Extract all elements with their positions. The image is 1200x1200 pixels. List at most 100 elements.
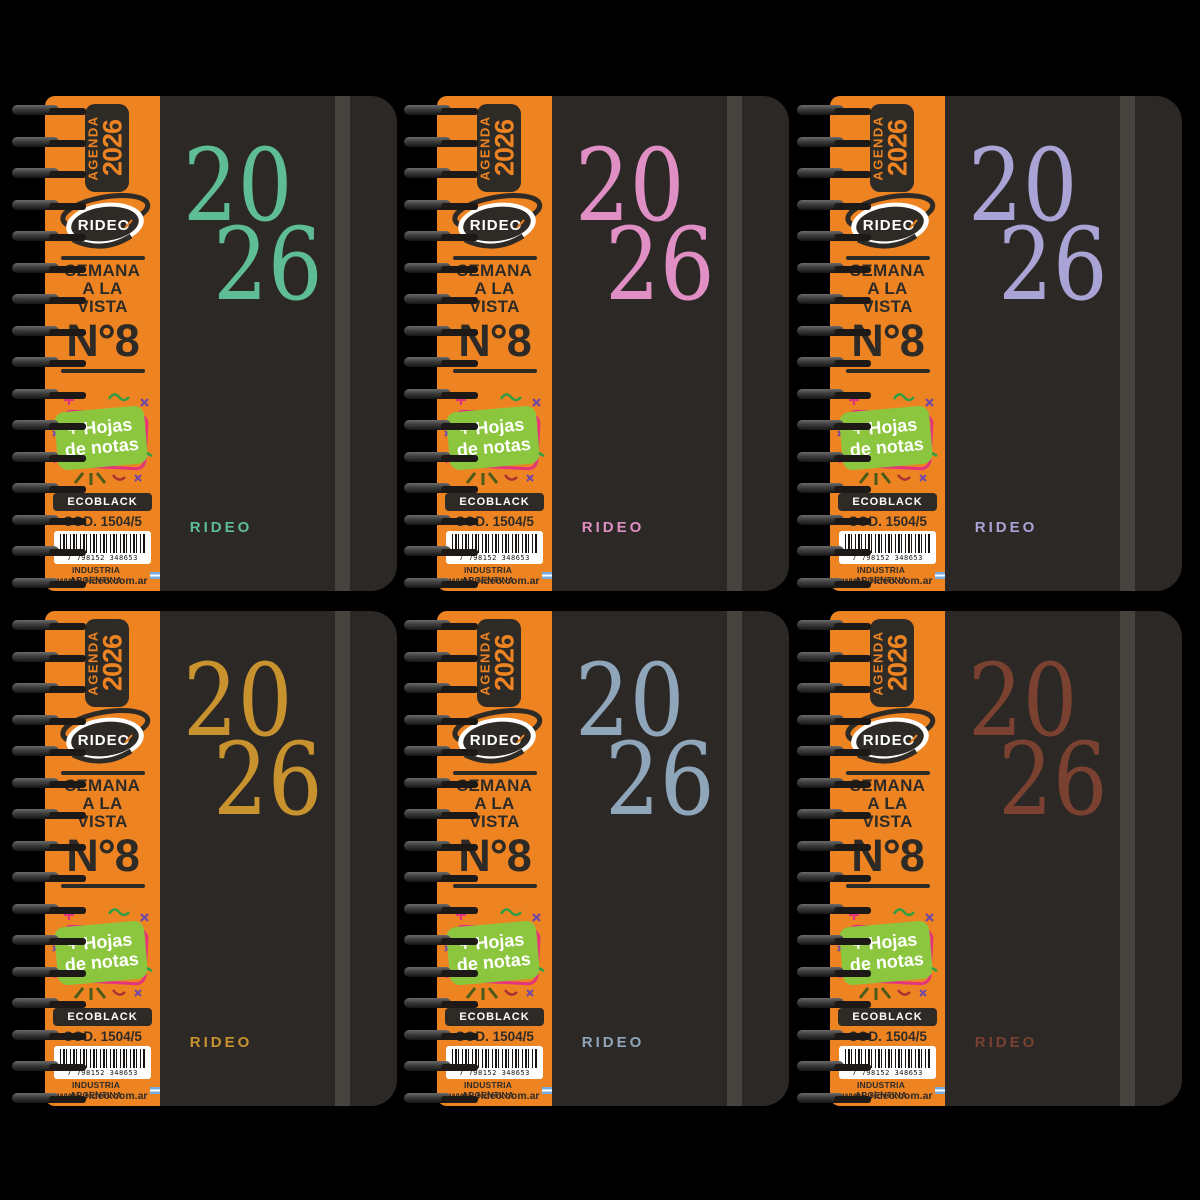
spiral-wire-outer — [404, 809, 451, 819]
divider-line — [453, 256, 537, 260]
spiral-wire-outer — [797, 840, 844, 851]
rideo-wordmark: RIDEO — [974, 519, 1038, 536]
spiral-loop — [10, 809, 88, 821]
elastic-band — [727, 611, 742, 1106]
notebook-rust-brown: 20 26 RIDEO AGENDA 2026 RIDEO — [795, 610, 1185, 1107]
spiral-wire-outer — [12, 168, 59, 178]
divider-line — [61, 884, 145, 888]
spiral-wire-hole — [49, 875, 86, 882]
spiral-wire-outer — [12, 903, 59, 914]
spiral-wire-hole — [834, 875, 871, 882]
spiral-binding — [402, 95, 482, 592]
argentina-flag-icon — [542, 571, 552, 579]
barcode-digits: 7 798152 348653 — [852, 554, 923, 562]
spiral-wire-hole — [834, 749, 871, 756]
spiral-loop — [795, 840, 873, 853]
spiral-loop — [10, 840, 88, 853]
divider-line — [61, 369, 145, 373]
spiral-wire-hole — [834, 686, 871, 693]
ecoblack-badge: ECOBLACK — [838, 1008, 937, 1026]
spiral-wire-hole — [441, 486, 478, 493]
barcode-digits: 7 798152 348653 — [67, 1069, 138, 1077]
notebook-pink: 20 26 RIDEO AGENDA 2026 RIDEO — [402, 95, 792, 592]
hojas-de-notas-sticker: + Hojas de notas — [444, 908, 545, 1000]
spiral-wire-outer — [797, 136, 844, 147]
ecoblack-badge: ECOBLACK — [445, 493, 544, 511]
spiral-wire-outer — [404, 262, 451, 273]
spiral-loop — [402, 620, 480, 632]
spiral-wire-outer — [404, 935, 451, 945]
spiral-wire-outer — [12, 577, 59, 588]
spiral-wire-outer — [404, 714, 451, 725]
spiral-wire-hole — [49, 1095, 86, 1103]
rideo-wordmark: RIDEO — [189, 519, 253, 536]
year-2026-text: 20 26 — [968, 651, 1108, 830]
spiral-loop — [402, 777, 480, 790]
spiral-loop — [795, 746, 873, 758]
divider-line — [61, 771, 145, 775]
model-number-label: N°8 — [458, 830, 532, 881]
barcode-digits: 7 798152 348653 — [459, 554, 530, 562]
spiral-wire-hole — [441, 875, 478, 882]
agenda-2026-badge-text: AGENDA 2026 — [478, 630, 520, 695]
spiral-loop — [402, 105, 480, 117]
spiral-loop — [402, 966, 480, 979]
spiral-wire-hole — [49, 139, 86, 147]
elastic-band — [335, 96, 350, 591]
spiral-wire-outer — [12, 620, 59, 630]
argentina-flag-icon — [150, 571, 160, 579]
spiral-loop — [402, 683, 480, 695]
spiral-wire-outer — [404, 746, 451, 756]
orange-strip: AGENDA 2026 RIDEO SEMANA A LA VIST — [830, 611, 945, 1106]
spiral-wire-outer — [404, 136, 451, 147]
spiral-wire-hole — [49, 717, 86, 725]
spiral-wire-hole — [834, 1095, 871, 1103]
spiral-wire-hole — [834, 969, 871, 977]
spiral-wire-hole — [49, 686, 86, 693]
spiral-loop — [402, 577, 480, 590]
spiral-wire-hole — [441, 906, 478, 914]
spiral-loop — [10, 903, 88, 916]
spiral-wire-outer — [404, 872, 451, 882]
spiral-wire-hole — [834, 517, 871, 525]
spiral-wire-outer — [404, 1092, 451, 1103]
spiral-loop — [10, 231, 88, 243]
spiral-wire-hole — [49, 843, 86, 851]
spiral-loop — [10, 388, 88, 401]
year-2026-text: 20 26 — [183, 127, 323, 315]
spiral-wire-hole — [441, 108, 478, 115]
model-number-label: N°8 — [851, 830, 925, 881]
barcode-bars — [844, 1048, 931, 1069]
badge-year-label: 2026 — [98, 634, 128, 692]
spiral-wire-outer — [12, 872, 59, 882]
spiral-wire-outer — [797, 357, 844, 367]
divider-line — [453, 771, 537, 775]
spiral-wire-outer — [404, 1029, 451, 1040]
argentina-flag-icon — [150, 1086, 160, 1094]
elastic-band — [1120, 96, 1135, 591]
spiral-wire-outer — [404, 998, 451, 1008]
model-number-label: N°8 — [66, 830, 140, 881]
spiral-wire-outer — [12, 199, 59, 210]
spiral-wire-hole — [834, 549, 871, 556]
spiral-loop — [10, 714, 88, 727]
industry-text: INDUSTRIA ARGENTINA — [854, 1080, 908, 1100]
spiral-loop — [402, 746, 480, 758]
year-line-20: 20 — [183, 127, 293, 244]
spiral-loop — [795, 714, 873, 727]
rideo-logo: RIDEO — [452, 193, 543, 249]
spiral-loop — [402, 903, 480, 916]
spiral-wire-hole — [834, 139, 871, 147]
notebook-slate-blue: 20 26 RIDEO AGENDA 2026 RIDEO — [402, 610, 792, 1107]
spiral-wire-outer — [404, 420, 451, 430]
spiral-loop — [10, 777, 88, 790]
spiral-loop — [402, 840, 480, 853]
spiral-wire-outer — [797, 1092, 844, 1103]
elastic-band — [1120, 611, 1135, 1106]
year-line-26: 26 — [213, 721, 323, 838]
spiral-wire-hole — [49, 1032, 86, 1040]
rideo-wordmark: RIDEO — [974, 1034, 1038, 1051]
badge-year-label: 2026 — [98, 119, 128, 177]
spiral-wire-outer — [12, 231, 59, 241]
week-line-3: VISTA — [469, 812, 520, 831]
